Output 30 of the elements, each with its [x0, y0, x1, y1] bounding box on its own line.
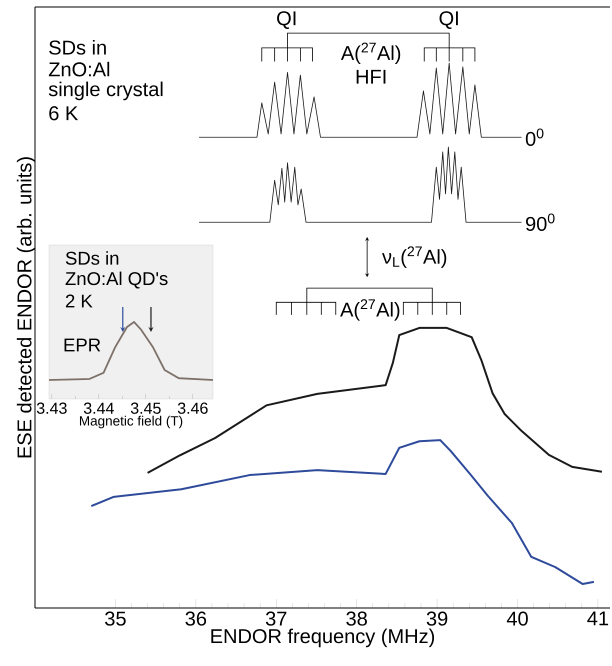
text: SDs in [48, 40, 106, 55]
x-tick-label: 40 [506, 612, 528, 626]
text: QI [276, 11, 296, 29]
annotation: HFI [356, 70, 386, 84]
x-tick-label: 36 [185, 612, 206, 626]
x-tick-label: 41 [587, 612, 608, 626]
annotation: EPR [64, 338, 100, 352]
x-tick-label: 37 [266, 612, 286, 626]
x-tick-label: 3.44 [84, 402, 114, 414]
annotation: SDs in [66, 251, 118, 265]
y-axis-title: ESE detected ENDOR (arb. units) [16, 157, 36, 458]
x-axis-title: ENDOR frequency (MHz) [211, 628, 434, 648]
x-tick-label: 3.43 [36, 402, 66, 414]
x-tick-label: 3.45 [130, 402, 160, 414]
annotation: ν$_{L}$($^{27}$Al) [382, 246, 446, 268]
x-axis-title: Magnetic field (T) [80, 416, 182, 428]
annotation: A($^{27}$Al) [340, 42, 400, 64]
annotation: 2 K [66, 294, 92, 308]
annotation: A($^{27}$Al) [340, 299, 400, 321]
text: QI [439, 11, 458, 29]
x-tick-label: 38 [346, 612, 367, 626]
annotation: 6 K [49, 106, 78, 120]
x-tick-label: 3.46 [178, 402, 208, 414]
series-label: 0$^{0}$ [526, 128, 544, 146]
annotation: ZnO:Al QD's [65, 272, 168, 288]
annotation: ZnO:Al [48, 62, 109, 76]
x-tick-label: 39 [426, 612, 448, 626]
series-label: 90$^{0}$ [526, 213, 554, 231]
annotation: single crystal [48, 82, 162, 100]
x-tick-label: 35 [104, 612, 126, 626]
